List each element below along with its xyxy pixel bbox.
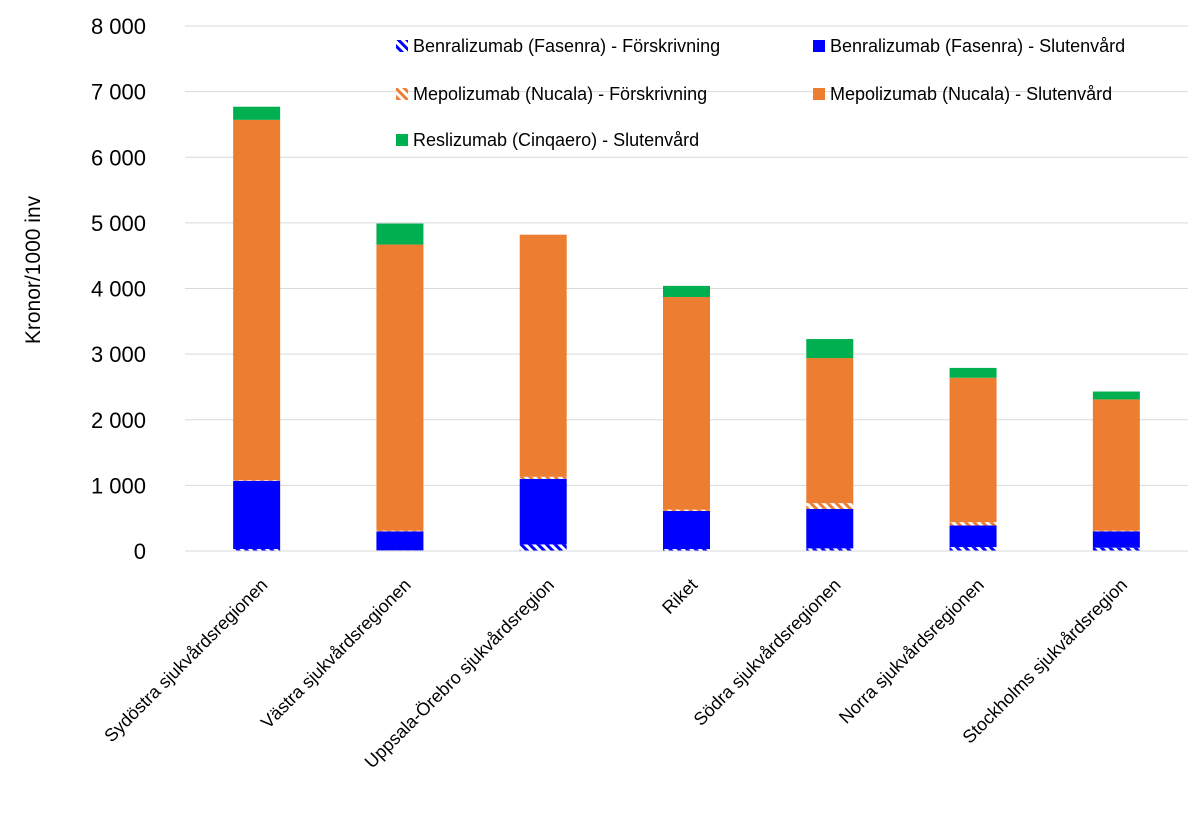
bar-segment-mepolizumab-nucala-forskrivning (233, 480, 281, 481)
legend-item-mepolizumab-nucala-forskrivning: Mepolizumab (Nucala) - Förskrivning (396, 84, 707, 104)
legend-item-reslizumab-cinqaero-slutenvard: Reslizumab (Cinqaero) - Slutenvård (396, 130, 699, 150)
bar-segment-mepolizumab-nucala-forskrivning (663, 509, 710, 511)
bar-segment-benralizumab-fasenra-slutenvard (806, 509, 854, 549)
bar-segment-benralizumab-fasenra-forskrivning (233, 549, 281, 551)
x-tick-label: Västra sjukvårdsregionen (257, 575, 415, 733)
bar-segment-reslizumab-cinqaero-slutenvard (376, 223, 424, 245)
y-tick-label: 7 000 (91, 80, 146, 105)
y-tick-label: 8 000 (91, 14, 146, 39)
legend-label: Mepolizumab (Nucala) - Slutenvård (830, 84, 1112, 104)
bar-segment-mepolizumab-nucala-slutenvard (1092, 399, 1140, 531)
bar-segment-mepolizumab-nucala-forskrivning (949, 522, 997, 526)
legend-item-benralizumab-fasenra-slutenvard: Benralizumab (Fasenra) - Slutenvård (813, 36, 1125, 56)
bar-segment-reslizumab-cinqaero-slutenvard (806, 339, 854, 359)
x-tick-label: Stockholms sjukvårdsregion (959, 575, 1132, 748)
x-tick-label: Norra sjukvårdsregionen (835, 575, 988, 728)
legend-label: Reslizumab (Cinqaero) - Slutenvård (413, 130, 699, 150)
legend-swatch (396, 40, 408, 52)
y-tick-label: 4 000 (91, 277, 146, 302)
x-tick-label: Södra sjukvårdsregionen (690, 575, 845, 730)
bar-segment-benralizumab-fasenra-forskrivning (1092, 547, 1140, 551)
y-axis-label: Kronor/1000 inv (22, 195, 45, 344)
y-axis-ticks: 0 1 000 2 000 3 000 4 000 5 000 6 000 7 000 8 00… (91, 14, 146, 564)
bar-segment-benralizumab-fasenra-slutenvard (519, 478, 567, 545)
bar-stack-norra-sjukvardsregionen (949, 367, 997, 551)
legend-swatch (396, 134, 408, 146)
bar-segment-benralizumab-fasenra-forskrivning (663, 549, 710, 551)
bar-segment-benralizumab-fasenra-slutenvard (233, 480, 281, 550)
bar-segment-mepolizumab-nucala-slutenvard (806, 358, 854, 504)
legend: Benralizumab (Fasenra) - Förskrivning Ben… (396, 36, 1125, 150)
bar-stack-riket (663, 285, 710, 551)
bar-segment-benralizumab-fasenra-slutenvard (949, 525, 997, 548)
y-tick-label: 1 000 (91, 473, 146, 498)
bar-stack-sodra-sjukvardsregionen (806, 339, 854, 551)
x-tick-label: Riket (658, 575, 701, 618)
bar-segment-benralizumab-fasenra-slutenvard (663, 510, 710, 550)
bar-segment-benralizumab-fasenra-forskrivning (949, 547, 997, 551)
bar-segment-benralizumab-fasenra-slutenvard (376, 531, 424, 551)
bar-segment-benralizumab-fasenra-slutenvard (1092, 531, 1140, 548)
legend-label: Benralizumab (Fasenra) - Slutenvård (830, 36, 1125, 56)
y-tick-label: 2 000 (91, 408, 146, 433)
bars (233, 106, 1140, 551)
legend-label: Benralizumab (Fasenra) - Förskrivning (413, 36, 720, 56)
bar-segment-reslizumab-cinqaero-slutenvard (233, 106, 281, 120)
y-tick-label: 0 (134, 539, 146, 564)
bar-segment-reslizumab-cinqaero-slutenvard (663, 285, 710, 298)
y-tick-label: 6 000 (91, 145, 146, 170)
x-tick-label: Sydöstra sjukvårdsregionen (100, 575, 271, 746)
bar-segment-mepolizumab-nucala-forskrivning (376, 530, 424, 532)
legend-swatch (396, 88, 408, 100)
bar-segment-mepolizumab-nucala-forskrivning (519, 476, 567, 479)
y-tick-label: 3 000 (91, 342, 146, 367)
bar-segment-reslizumab-cinqaero-slutenvard (949, 367, 997, 378)
bar-segment-mepolizumab-nucala-slutenvard (233, 119, 281, 481)
bar-stack-stockholms-sjukvardsregion (1092, 391, 1140, 551)
legend-swatch (813, 40, 825, 52)
legend-item-mepolizumab-nucala-slutenvard: Mepolizumab (Nucala) - Slutenvård (813, 84, 1112, 104)
y-tick-label: 5 000 (91, 211, 146, 236)
bar-segment-mepolizumab-nucala-slutenvard (519, 234, 567, 477)
bar-stack-sydostra-sjukvardsregionen (233, 106, 281, 551)
bar-segment-benralizumab-fasenra-forskrivning (806, 548, 854, 551)
bar-segment-reslizumab-cinqaero-slutenvard (1092, 391, 1140, 400)
bar-stack-vastra-sjukvardsregionen (376, 223, 424, 551)
bar-segment-mepolizumab-nucala-slutenvard (663, 297, 710, 510)
bar-segment-mepolizumab-nucala-slutenvard (949, 377, 997, 523)
legend-swatch (813, 88, 825, 100)
bar-stack-uppsala-orebro-sjukvardsregion (519, 234, 567, 551)
bar-segment-mepolizumab-nucala-slutenvard (376, 244, 424, 531)
legend-item-benralizumab-fasenra-forskrivning: Benralizumab (Fasenra) - Förskrivning (396, 36, 720, 56)
bar-segment-mepolizumab-nucala-forskrivning (1092, 530, 1140, 532)
bar-segment-benralizumab-fasenra-forskrivning (519, 544, 567, 551)
bar-segment-mepolizumab-nucala-forskrivning (806, 503, 854, 509)
legend-label: Mepolizumab (Nucala) - Förskrivning (413, 84, 707, 104)
